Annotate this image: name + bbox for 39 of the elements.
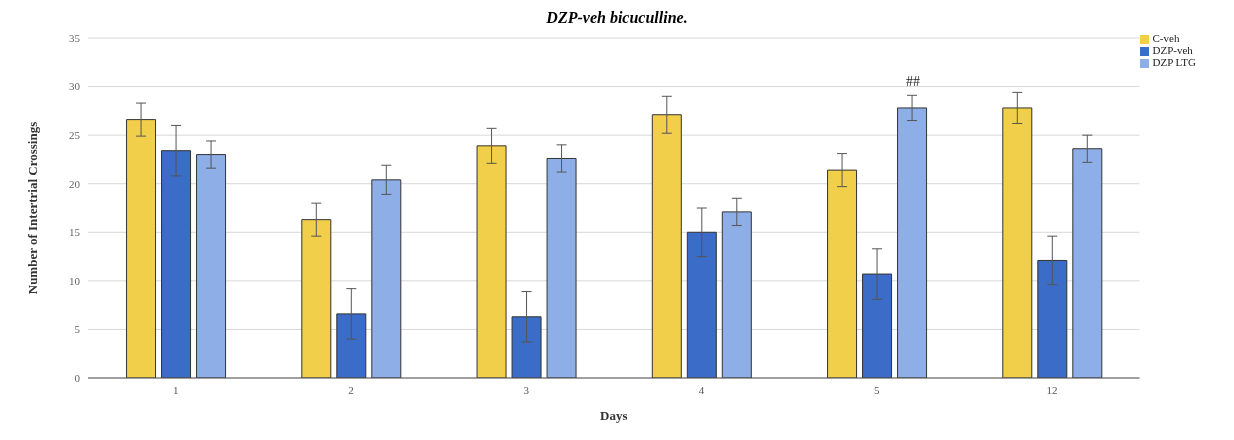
y-tick-label: 10 [69,274,81,287]
bar [862,273,893,378]
bar [196,154,227,378]
legend-label: C-veh [1152,32,1180,44]
x-tick-label: 2 [348,383,354,396]
bar [827,169,858,378]
x-tick-label: 12 [1046,383,1058,396]
x-tick-label: 4 [698,383,705,396]
annotation: ## [905,74,921,90]
bar [721,211,752,378]
x-tick-label: 1 [172,383,179,396]
bar [301,219,332,378]
bar [686,231,717,378]
bar [1072,148,1103,378]
legend-label: DZP-veh [1152,44,1193,56]
bar [126,119,157,378]
y-tick-label: 30 [69,80,81,93]
y-tick-label: 15 [69,226,81,239]
bar [161,150,192,378]
y-tick-label: 35 [69,31,81,44]
bar [1037,259,1068,378]
bar [511,316,542,378]
x-axis-title: Days [600,408,628,423]
bar [336,313,367,378]
bar [476,145,507,378]
bar [651,114,682,378]
y-axis-title: Number of Intertrial Crossings [24,121,40,295]
bar [371,179,402,378]
y-tick-label: 25 [69,129,81,142]
legend-label: DZP LTG [1152,56,1196,68]
bar [1002,107,1033,378]
y-tick-label: 20 [69,177,81,190]
bar [897,107,928,378]
x-tick-label: 3 [523,383,530,396]
chart-title: DZP-veh bicuculline. [545,8,689,28]
x-tick-label: 5 [873,383,880,396]
y-tick-label: 5 [74,323,81,336]
y-tick-label: 0 [74,371,81,384]
bar [546,157,577,378]
